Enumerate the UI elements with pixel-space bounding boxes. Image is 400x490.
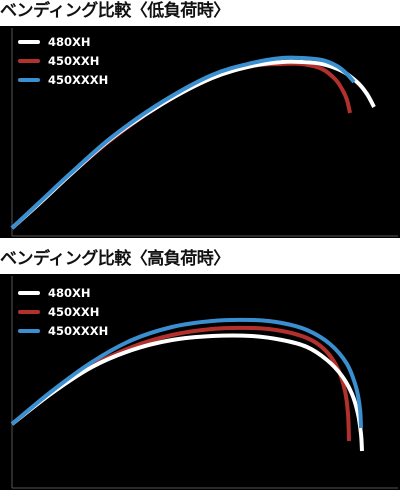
legend-item-450xxxh: 450XXXH (18, 321, 108, 340)
legend-item-480xh: 480XH (18, 283, 108, 302)
series-line-480xh (10, 333, 364, 452)
legend-item-450xxxh: 450XXXH (18, 70, 108, 89)
legend: 480XH 450XXH 450XXXH (18, 283, 108, 340)
legend-swatch-450xxh (18, 58, 40, 63)
chart-plot-low-load (10, 28, 398, 237)
legend-label: 450XXH (48, 53, 100, 68)
legend: 480XH 450XXH 450XXXH (18, 32, 108, 89)
chart-panel-low-load: 480XH 450XXH 450XXXH (0, 26, 400, 238)
chart-plot-high-load (10, 276, 398, 489)
legend-item-450xxh: 450XXH (18, 302, 108, 321)
legend-item-450xxh: 450XXH (18, 51, 108, 70)
legend-label: 480XH (48, 285, 91, 300)
legend-swatch-450xxxh (18, 77, 40, 82)
series-line-450xxxh (10, 317, 363, 429)
legend-swatch-450xxxh (18, 328, 40, 333)
legend-swatch-480xh (18, 290, 40, 295)
legend-label: 450XXH (48, 304, 100, 319)
series-line-450xxxh (10, 55, 356, 230)
legend-item-480xh: 480XH (18, 32, 108, 51)
legend-swatch-480xh (18, 39, 40, 44)
legend-label: 450XXXH (48, 323, 109, 338)
chart-panel-high-load: 480XH 450XXH 450XXXH (0, 274, 400, 490)
legend-swatch-450xxh (18, 309, 40, 314)
chart-title-high-load: ベンディング比較〈高負荷時〉 (0, 249, 230, 269)
legend-label: 480XH (48, 34, 91, 49)
legend-label: 450XXXH (48, 72, 109, 87)
chart-title-low-load: ベンディング比較〈低負荷時〉 (0, 1, 230, 21)
